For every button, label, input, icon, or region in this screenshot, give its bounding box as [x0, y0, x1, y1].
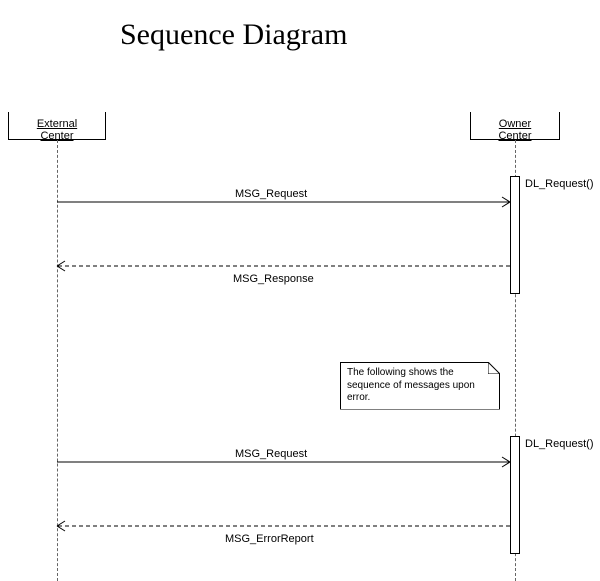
actor-owner-label: Owner Center: [498, 118, 531, 142]
actor-owner-center: Owner Center: [470, 112, 560, 140]
actor-external-label: External Center: [37, 118, 77, 142]
owner-activation-2: [510, 436, 520, 554]
error-note-fold-icon: [488, 362, 500, 374]
actor-external-center: External Center: [8, 112, 106, 140]
msg-request-2-label: MSG_Request: [235, 448, 307, 460]
activation-1-label: DL_Request(): [525, 178, 593, 190]
activation-2-label: DL_Request(): [525, 438, 593, 450]
msg-error-label: MSG_ErrorReport: [225, 533, 314, 545]
error-note: The following shows the sequence of mess…: [340, 362, 500, 410]
owner-activation-1: [510, 176, 520, 294]
msg-request-1-label: MSG_Request: [235, 188, 307, 200]
error-note-text: The following shows the sequence of mess…: [347, 367, 475, 403]
diagram-title: Sequence Diagram: [120, 18, 347, 52]
msg-response-label: MSG_Response: [233, 273, 314, 285]
